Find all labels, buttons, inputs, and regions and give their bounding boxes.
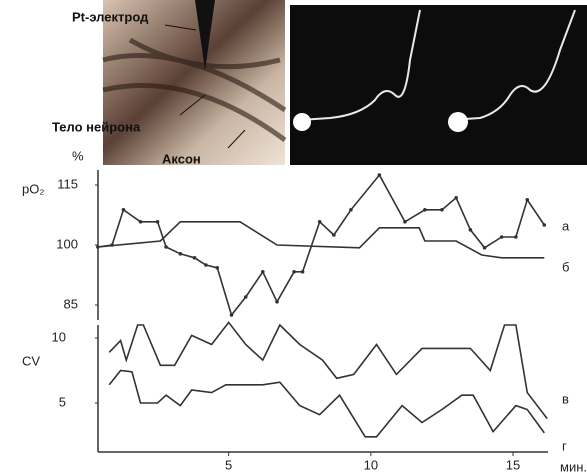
data-point [229,313,234,317]
photo-neuron [103,0,285,165]
data-point [349,208,353,212]
pointer [227,129,246,149]
data-point [215,266,220,270]
data-point [243,295,248,299]
data-point [525,198,530,202]
data-point [300,270,305,274]
x-tick-label: 15 [506,457,520,472]
data-point [440,208,444,212]
y-tick-label: 115 [57,176,78,191]
photo-label: Pt-электрод [72,9,149,24]
photo-texture [102,37,287,143]
data-point [121,208,126,212]
pointer [179,94,206,116]
y-tick-label: 85 [64,296,78,311]
series-label: б [562,259,569,274]
data-point [204,263,208,267]
flash [448,112,468,132]
data-point [454,196,458,200]
pointer [164,24,197,31]
data-point [499,235,504,239]
photo-oscilloscope [290,5,587,165]
x-tick-label: 10 [364,457,378,472]
data-point [155,220,160,224]
data-point [332,233,336,237]
photo-label: Аксон [162,151,201,166]
y-tick-label: 100 [56,236,78,251]
data-point [178,252,183,256]
trace [299,9,576,121]
x-axis-label: мин. [560,459,587,474]
flash [293,113,311,131]
data-point [138,220,143,224]
data-point [403,220,407,224]
data-point [260,270,265,274]
y-axis-label: pO₂ [22,181,44,196]
series-line [108,369,545,438]
data-point [423,208,427,212]
data-point [468,228,473,232]
data-point [192,255,197,260]
data-point [482,246,487,250]
series-line [97,221,545,259]
y-tick-label: 10 [52,329,66,344]
series-line [97,173,545,317]
data-point [377,173,382,177]
series-label: а [562,218,570,233]
x-tick-label: 5 [225,457,232,472]
y-tick-label: 5 [59,394,66,409]
series-line [108,321,548,420]
electrode [195,0,215,70]
photo-label: Тело нейрона [52,119,141,134]
data-point [317,220,322,224]
series-label: в [562,391,569,406]
series-label: г [562,438,567,453]
data-point [514,235,518,239]
y-axis-unit: % [72,148,84,163]
y-axis-label: CV [22,353,40,368]
data-point [292,270,296,274]
data-point [542,223,547,227]
data-point [164,245,168,249]
data-point [275,300,279,304]
